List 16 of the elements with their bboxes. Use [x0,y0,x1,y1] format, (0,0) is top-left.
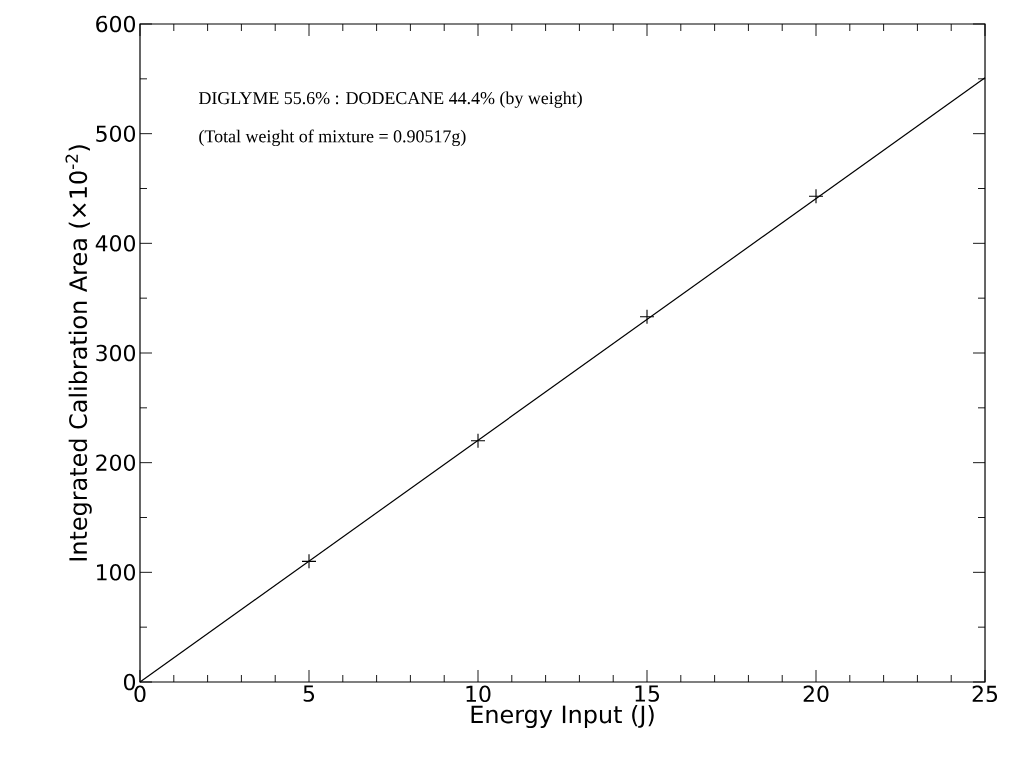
annotation: (Total weight of mixture = 0.90517g) [199,129,466,147]
x-tick-label: 10 [466,685,491,703]
x-tick-label: 15 [635,685,660,702]
y-axis-title: Integrated Calibration Area (×10$^{-2}$) [65,145,92,561]
y-tick-label: 500 [96,125,136,142]
y-tick-label: 600 [96,15,136,33]
x-tick-label: 25 [972,685,998,703]
y-tick-label: 200 [96,454,136,471]
y-tick-label: 100 [97,564,136,581]
annotation: DIGLYME 55.6% : DODECANE 44.4% (by weight) [198,91,582,108]
y-tick-label: 300 [96,344,136,362]
y-tick-label: 0 [123,673,136,691]
x-axis-title: Energy Input (J) [471,704,654,729]
x-tick-label: 5 [303,685,315,702]
y-tick-label: 400 [95,235,136,252]
x-tick-label: 20 [803,685,829,703]
